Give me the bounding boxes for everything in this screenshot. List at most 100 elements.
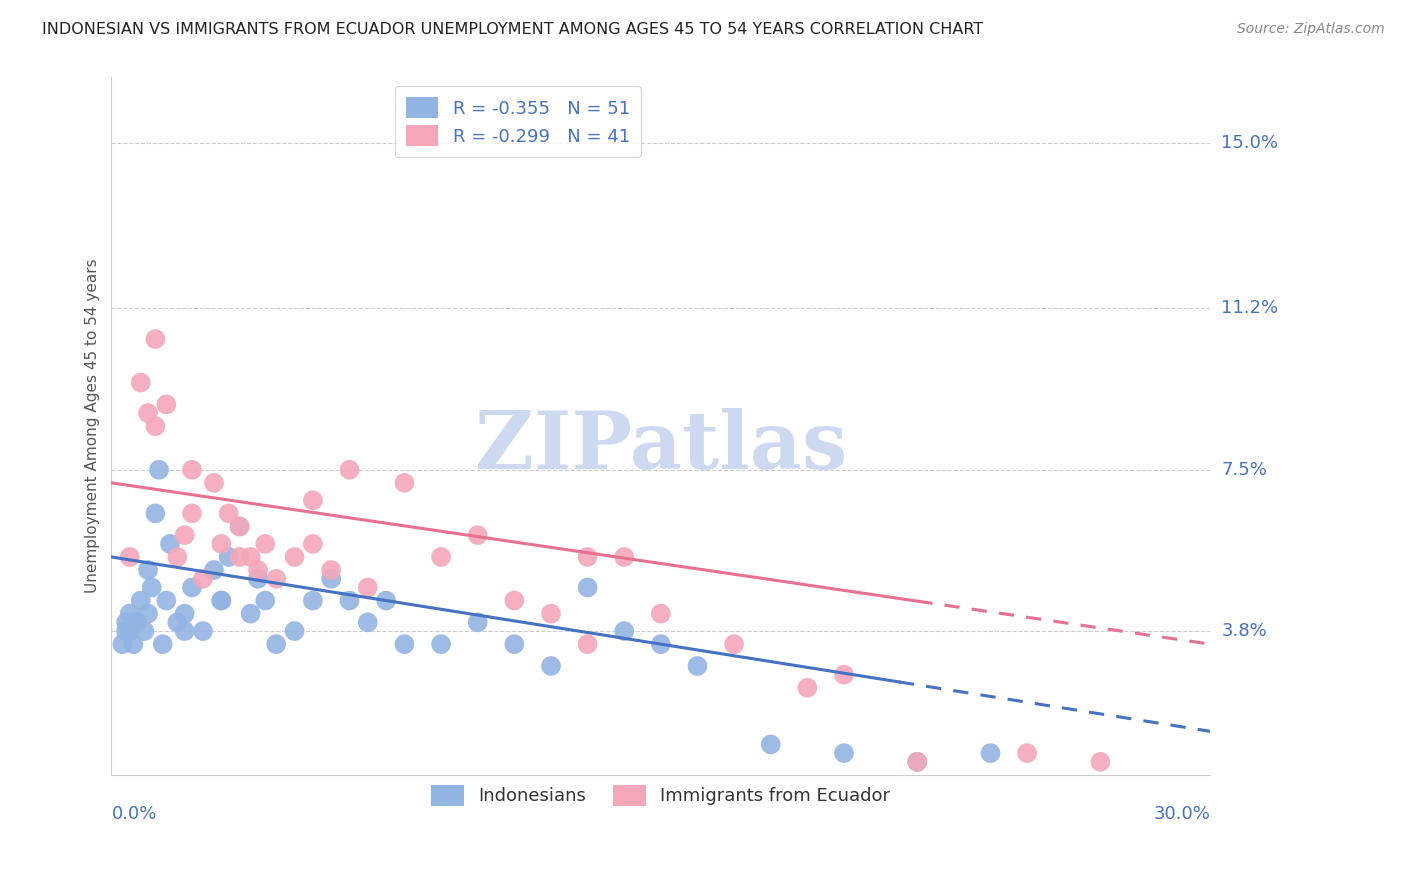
Point xyxy=(122,637,145,651)
Point xyxy=(302,593,325,607)
Point xyxy=(905,755,928,769)
Point xyxy=(613,549,636,564)
Point xyxy=(166,549,188,564)
Point xyxy=(302,493,325,508)
Point xyxy=(141,581,163,595)
Point xyxy=(686,659,709,673)
Point xyxy=(650,607,672,621)
Point xyxy=(125,615,148,630)
Point xyxy=(832,667,855,681)
Point xyxy=(759,738,782,752)
Point xyxy=(576,549,599,564)
Point xyxy=(145,507,167,521)
Point xyxy=(118,607,141,621)
Point xyxy=(122,615,145,630)
Point xyxy=(467,528,489,542)
Point xyxy=(155,593,177,607)
Point xyxy=(832,746,855,760)
Point xyxy=(218,549,240,564)
Point xyxy=(181,463,204,477)
Point xyxy=(430,549,453,564)
Point xyxy=(129,376,152,390)
Point xyxy=(173,624,195,638)
Text: 30.0%: 30.0% xyxy=(1153,805,1211,823)
Point xyxy=(283,549,305,564)
Point xyxy=(503,637,526,651)
Point xyxy=(394,475,416,490)
Point xyxy=(239,607,262,621)
Point xyxy=(540,659,562,673)
Point xyxy=(254,537,277,551)
Point xyxy=(181,581,204,595)
Point xyxy=(209,593,232,607)
Point xyxy=(357,581,380,595)
Point xyxy=(540,607,562,621)
Point xyxy=(118,624,141,638)
Point xyxy=(118,549,141,564)
Y-axis label: Unemployment Among Ages 45 to 54 years: Unemployment Among Ages 45 to 54 years xyxy=(86,259,100,593)
Point xyxy=(650,637,672,651)
Point xyxy=(339,593,361,607)
Point xyxy=(191,624,214,638)
Point xyxy=(246,572,269,586)
Legend: Indonesians, Immigrants from Ecuador: Indonesians, Immigrants from Ecuador xyxy=(422,776,900,814)
Point xyxy=(283,624,305,638)
Point xyxy=(191,572,214,586)
Point xyxy=(905,755,928,769)
Point xyxy=(228,519,250,533)
Point xyxy=(173,528,195,542)
Point xyxy=(723,637,745,651)
Point xyxy=(979,746,1001,760)
Point xyxy=(503,593,526,607)
Text: Source: ZipAtlas.com: Source: ZipAtlas.com xyxy=(1237,22,1385,37)
Point xyxy=(430,637,453,651)
Point xyxy=(148,463,170,477)
Point xyxy=(166,615,188,630)
Point xyxy=(357,615,380,630)
Point xyxy=(181,507,204,521)
Point xyxy=(209,593,232,607)
Point xyxy=(576,637,599,651)
Point xyxy=(321,563,343,577)
Point xyxy=(136,607,159,621)
Text: 0.0%: 0.0% xyxy=(111,805,157,823)
Point xyxy=(254,593,277,607)
Point xyxy=(173,607,195,621)
Point xyxy=(136,406,159,420)
Point xyxy=(467,615,489,630)
Point xyxy=(136,563,159,577)
Point xyxy=(613,624,636,638)
Point xyxy=(228,549,250,564)
Point xyxy=(228,519,250,533)
Point xyxy=(321,572,343,586)
Point xyxy=(218,507,240,521)
Point xyxy=(202,563,225,577)
Point xyxy=(796,681,818,695)
Point xyxy=(155,397,177,411)
Point xyxy=(375,593,398,607)
Point xyxy=(145,419,167,434)
Point xyxy=(576,581,599,595)
Point xyxy=(246,563,269,577)
Point xyxy=(159,537,181,551)
Point xyxy=(394,637,416,651)
Point xyxy=(209,537,232,551)
Point xyxy=(129,593,152,607)
Point xyxy=(1090,755,1112,769)
Point xyxy=(302,537,325,551)
Point xyxy=(264,637,287,651)
Text: 11.2%: 11.2% xyxy=(1222,300,1278,318)
Point xyxy=(202,475,225,490)
Point xyxy=(1017,746,1039,760)
Text: 7.5%: 7.5% xyxy=(1222,461,1267,479)
Point xyxy=(264,572,287,586)
Text: 3.8%: 3.8% xyxy=(1222,622,1267,640)
Point xyxy=(134,624,156,638)
Point xyxy=(152,637,174,651)
Point xyxy=(339,463,361,477)
Text: INDONESIAN VS IMMIGRANTS FROM ECUADOR UNEMPLOYMENT AMONG AGES 45 TO 54 YEARS COR: INDONESIAN VS IMMIGRANTS FROM ECUADOR UN… xyxy=(42,22,983,37)
Point xyxy=(111,637,134,651)
Text: 15.0%: 15.0% xyxy=(1222,134,1278,152)
Point xyxy=(239,549,262,564)
Text: ZIPatlas: ZIPatlas xyxy=(475,409,846,486)
